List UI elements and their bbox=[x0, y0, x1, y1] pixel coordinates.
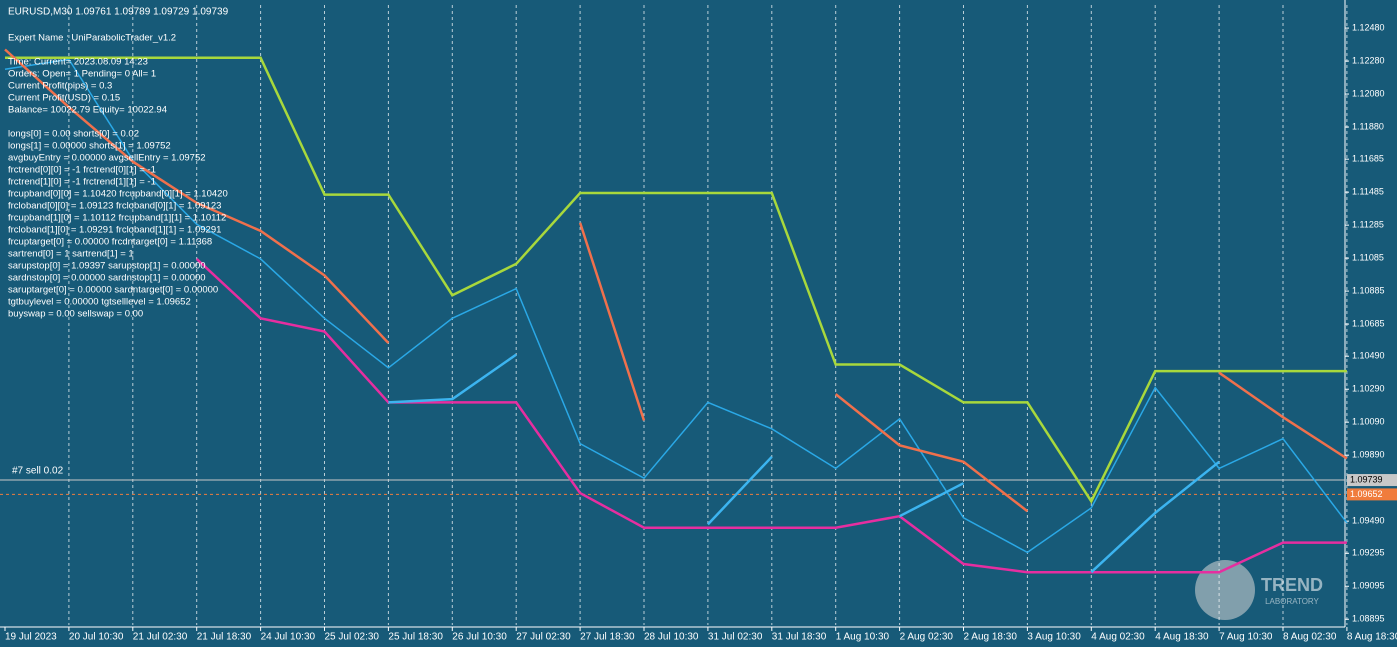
x-tick-label: 7 Aug 10:30 bbox=[1219, 632, 1273, 643]
x-tick-label: 24 Jul 10:30 bbox=[261, 632, 316, 643]
y-tick-label: 1.10885 bbox=[1352, 285, 1385, 295]
price-label-box bbox=[1347, 488, 1397, 501]
info-line: Time: Current= 2023.08.09 14:23 bbox=[8, 57, 148, 68]
info-line: sartrend[0] = 1 sartrend[1] = 1 bbox=[8, 249, 134, 260]
info-line: Expert Name : UniParabolicTrader_v1.2 bbox=[8, 33, 176, 44]
x-tick-label: 8 Aug 02:30 bbox=[1283, 632, 1337, 643]
x-tick-label: 2 Aug 02:30 bbox=[900, 632, 954, 643]
watermark: TREND LABORATORY bbox=[1195, 560, 1323, 620]
x-tick-label: 19 Jul 2023 bbox=[5, 632, 57, 643]
x-tick-label: 31 Jul 02:30 bbox=[708, 632, 763, 643]
y-tick-label: 1.09095 bbox=[1352, 581, 1385, 591]
symbol-header: EURUSD,M30 1.09761 1.09789 1.09729 1.097… bbox=[8, 7, 229, 18]
x-tick-label: 1 Aug 10:30 bbox=[836, 632, 890, 643]
x-tick-label: 28 Jul 10:30 bbox=[644, 632, 699, 643]
y-tick-label: 1.11685 bbox=[1352, 154, 1384, 164]
x-tick-label: 4 Aug 02:30 bbox=[1091, 632, 1145, 643]
y-tick-label: 1.12280 bbox=[1352, 55, 1385, 65]
info-line: Orders: Open= 1 Pending= 0 All= 1 bbox=[8, 69, 156, 80]
y-tick-label: 1.12080 bbox=[1352, 88, 1385, 98]
watermark-title: TREND bbox=[1261, 575, 1323, 595]
y-tick-label: 1.10685 bbox=[1352, 318, 1385, 328]
info-line: frcloband[1][0] = 1.09291 frcloband[1][1… bbox=[8, 225, 221, 236]
x-tick-label: 21 Jul 18:30 bbox=[197, 632, 252, 643]
x-tick-label: 27 Jul 18:30 bbox=[580, 632, 635, 643]
x-tick-label: 4 Aug 18:30 bbox=[1155, 632, 1209, 643]
series-line bbox=[4, 48, 1348, 513]
price-label: 1.09739 bbox=[1350, 474, 1383, 484]
info-line: tgtbuylevel = 0.00000 tgtselllevel = 1.0… bbox=[8, 297, 191, 308]
info-line: longs[1] = 0.00000 shorts[1] = 1.09752 bbox=[8, 141, 171, 152]
x-tick-label: 20 Jul 10:30 bbox=[69, 632, 124, 643]
info-line: frctrend[0][0] = -1 frctrend[0][1] = -1 bbox=[8, 165, 156, 176]
info-line: sardnstop[0] = 0.00000 sardnstop[1] = 0.… bbox=[8, 273, 206, 284]
x-tick-label: 2 Aug 18:30 bbox=[964, 632, 1018, 643]
y-tick-label: 1.10090 bbox=[1352, 417, 1385, 427]
watermark-logo bbox=[1195, 560, 1255, 620]
y-tick-label: 1.11485 bbox=[1352, 187, 1384, 197]
series-line bbox=[5, 56, 1347, 504]
y-tick-label: 1.08895 bbox=[1352, 614, 1385, 624]
x-tick-label: 27 Jul 02:30 bbox=[516, 632, 571, 643]
info-line: longs[0] = 0.00 shorts[0] = 0.02 bbox=[8, 129, 139, 140]
y-tick-label: 1.10290 bbox=[1352, 384, 1385, 394]
y-tick-label: 1.11285 bbox=[1352, 220, 1384, 230]
info-line: Current Profit(pips) = 0.3 bbox=[8, 81, 112, 92]
x-tick-label: 21 Jul 02:30 bbox=[133, 632, 188, 643]
y-tick-label: 1.11085 bbox=[1352, 252, 1384, 262]
info-line: Current Profit(USD) = 0.15 bbox=[8, 93, 120, 104]
trade-label: #7 sell 0.02 bbox=[12, 466, 64, 477]
info-line: frcloband[0][0] = 1.09123 frcloband[0][1… bbox=[8, 201, 221, 212]
y-tick-label: 1.10490 bbox=[1352, 351, 1385, 361]
x-tick-label: 31 Jul 18:30 bbox=[772, 632, 827, 643]
info-line: frcupband[1][0] = 1.10112 frcupband[1][1… bbox=[8, 213, 226, 224]
y-tick-label: 1.09890 bbox=[1352, 450, 1385, 460]
info-line: frcupband[0][0] = 1.10420 frcupband[0][1… bbox=[8, 189, 228, 200]
x-tick-label: 25 Jul 18:30 bbox=[388, 632, 443, 643]
x-tick-label: 8 Aug 18:30 bbox=[1347, 632, 1397, 643]
x-tick-label: 3 Aug 10:30 bbox=[1027, 632, 1081, 643]
info-line: buyswap = 0.00 sellswap = 0.00 bbox=[8, 309, 143, 320]
info-line: sarupstop[0] = 1.09397 sarupstop[1] = 0.… bbox=[8, 261, 206, 272]
y-tick-label: 1.09490 bbox=[1352, 515, 1385, 525]
watermark-subtitle: LABORATORY bbox=[1265, 597, 1319, 606]
info-line: Balance= 10022.79 Equity= 10022.94 bbox=[8, 105, 167, 116]
info-line: saruptarget[0] = 0.00000 sardntarget[0] … bbox=[8, 285, 218, 296]
series-line bbox=[4, 58, 1348, 554]
price-label: 1.09652 bbox=[1350, 489, 1383, 499]
series-line bbox=[388, 353, 1220, 574]
y-tick-label: 1.11880 bbox=[1352, 121, 1384, 131]
price-label-box bbox=[1347, 474, 1397, 487]
y-tick-label: 1.09295 bbox=[1352, 548, 1385, 558]
info-line: avgbuyEntry = 0.00000 avgsellEntry = 1.0… bbox=[8, 153, 206, 164]
info-line: frcuptarget[0] = 0.00000 frcdntarget[0] … bbox=[8, 237, 212, 248]
y-tick-label: 1.12480 bbox=[1352, 22, 1385, 32]
x-tick-label: 26 Jul 10:30 bbox=[452, 632, 507, 643]
x-tick-label: 25 Jul 02:30 bbox=[325, 632, 380, 643]
info-line: frctrend[1][0] = -1 frctrend[1][1] = -1 bbox=[8, 177, 156, 188]
